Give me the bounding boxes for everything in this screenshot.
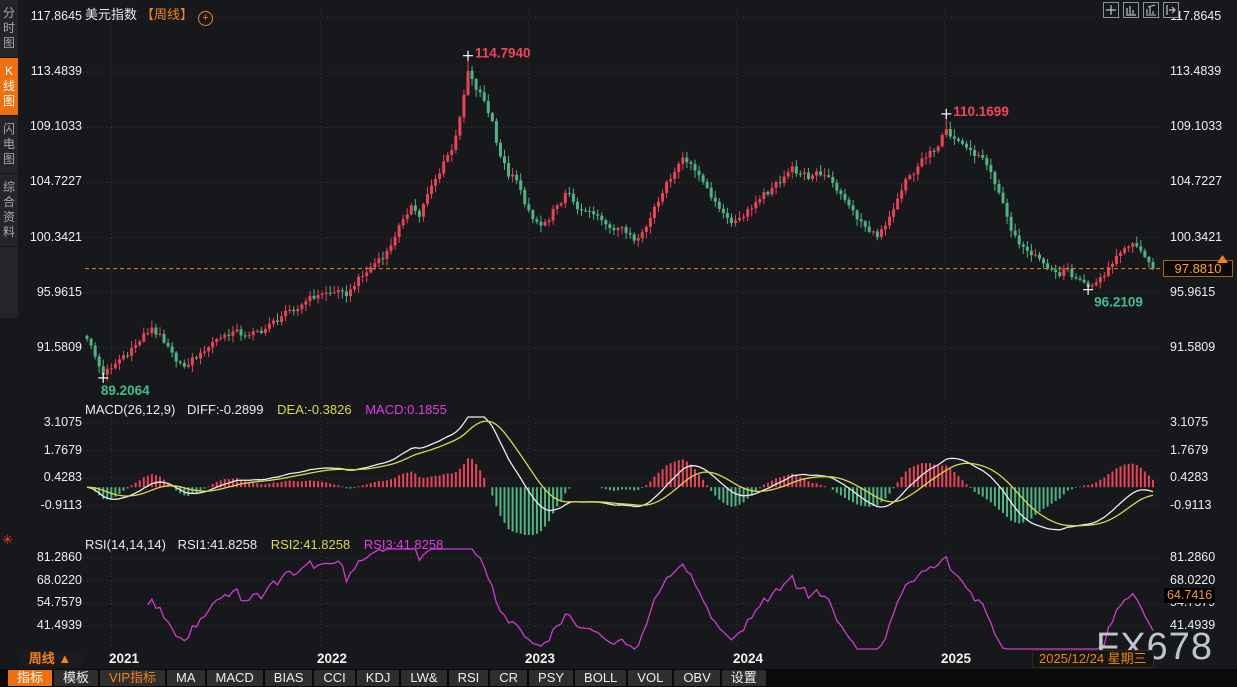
axis-tick-left: -0.9113 — [40, 498, 82, 512]
indicator-toolbar: 指标 模板 VIP指标 MA MACD BIAS CCI KDJ LW& RSI CR PSY BOLL… — [0, 669, 1237, 687]
price-alert-marker-icon[interactable] — [1217, 255, 1228, 263]
panel-indicator-icon[interactable] — [1143, 2, 1159, 18]
toolbar-button-LW&[interactable]: LW& — [401, 670, 447, 686]
axis-tick-right: 1.7679 — [1170, 442, 1209, 457]
toolbar-button-MACD[interactable]: MACD — [206, 670, 263, 686]
toolbar-button-BOLL[interactable]: BOLL — [575, 670, 627, 686]
last-price-tag: 97.8810 — [1163, 260, 1233, 277]
sidebar-item-view[interactable]: 综合资料 — [0, 174, 18, 247]
toolbar-button-CR[interactable]: CR — [490, 670, 528, 686]
axis-tick-left: 0.4283 — [43, 470, 82, 485]
axis-tick-left: 100.3421 — [29, 229, 82, 244]
axis-tick-left: 3.1075 — [43, 415, 82, 429]
panel-candles-icon[interactable] — [1123, 2, 1139, 18]
rsi-right-tag: 64.7416 — [1164, 588, 1216, 603]
macd-bar-value: MACD:0.1855 — [365, 402, 447, 417]
period-selector[interactable]: 周线 ▲ — [18, 650, 82, 667]
axis-tick-left: 104.7227 — [29, 174, 82, 189]
axis-tick-right: 41.4939 — [1170, 618, 1216, 632]
live-record-icon[interactable]: ✳ — [2, 532, 13, 547]
axis-tick-right: 81.2860 — [1170, 550, 1216, 564]
axis-tick-right: 0.4283 — [1170, 470, 1209, 485]
last-candle-date: 2025/12/24 星期三 — [1032, 650, 1154, 668]
axis-tick-left: 54.7579 — [36, 595, 82, 610]
chevron-up-icon: ▲ — [58, 651, 72, 666]
toolbar-button-KDJ[interactable]: KDJ — [356, 670, 400, 686]
axis-tick-right: 104.7227 — [1170, 174, 1223, 189]
axis-tick-left: 117.8645 — [30, 9, 82, 23]
x-axis-year-label: 2023 — [524, 651, 556, 666]
macd-dea-value: DEA:-0.3826 — [277, 402, 352, 417]
instrument-name: 美元指数 — [85, 7, 138, 22]
toolbar-button-PSY[interactable]: PSY — [529, 670, 574, 686]
left-sidebar: 分时图 K线图 闪电图 综合资料 — [0, 0, 18, 318]
toolbar-button-OBV[interactable]: OBV — [674, 670, 720, 686]
x-axis-year-label: 2025 — [940, 651, 972, 666]
axis-tick-left: 68.0220 — [36, 572, 82, 587]
axis-tick-right: 68.0220 — [1170, 572, 1216, 587]
toolbar-button-VIP指标[interactable]: VIP指标 — [100, 670, 165, 686]
toolbar-button-VOL[interactable]: VOL — [628, 670, 673, 686]
top-right-toolbar — [1103, 2, 1179, 18]
axis-tick-left: 1.7679 — [43, 442, 82, 457]
x-axis-year-label: 2022 — [316, 651, 348, 666]
axis-tick-right: 95.9615 — [1170, 284, 1216, 299]
svg-text:114.7940: 114.7940 — [475, 46, 531, 61]
macd-params: MACD(26,12,9) — [85, 402, 176, 417]
sidebar-item-view[interactable]: 分时图 — [0, 0, 18, 58]
toolbar-button-BIAS[interactable]: BIAS — [264, 670, 313, 686]
toolbar-button-指标[interactable]: 指标 — [8, 670, 53, 686]
axis-tick-left: 91.5809 — [36, 339, 82, 354]
svg-text:96.2109: 96.2109 — [1094, 295, 1143, 310]
rsi2-value: RSI2:41.8258 — [270, 537, 351, 552]
toolbar-button-CCI[interactable]: CCI — [314, 670, 355, 686]
macd-diff-value: DIFF:-0.2899 — [186, 402, 264, 417]
period-tag: 【周线】 — [141, 7, 194, 22]
axis-tick-right: 3.1075 — [1170, 415, 1209, 429]
sidebar-item-view[interactable]: 闪电图 — [0, 116, 18, 174]
axis-tick-left: 41.4939 — [36, 618, 82, 632]
chart-title-bar: 美元指数 【周线】 + — [85, 4, 214, 26]
macd-header: MACD(26,12,9) DIFF:-0.2899 DEA:-0.3826 M… — [85, 402, 447, 417]
toolbar-button-模板[interactable]: 模板 — [54, 670, 99, 686]
zoom-plus-icon[interactable]: + — [198, 11, 214, 26]
axis-tick-left: 95.9615 — [36, 284, 82, 299]
axis-tick-left: 109.1033 — [29, 119, 82, 134]
axis-tick-right: -0.9113 — [1170, 498, 1212, 512]
x-axis-year-label: 2024 — [732, 651, 764, 666]
rsi-header: RSI(14,14,14) RSI1:41.8258 RSI2:41.8258 … — [85, 537, 443, 552]
toolbar-button-RSI[interactable]: RSI — [448, 670, 489, 686]
x-axis-year-label: 2021 — [108, 651, 140, 666]
axis-tick-left: 113.4839 — [30, 64, 82, 79]
axis-tick-right: 91.5809 — [1170, 339, 1216, 354]
axis-tick-right: 100.3421 — [1170, 229, 1223, 244]
axis-tick-right: 109.1033 — [1170, 119, 1223, 134]
axis-tick-right: 117.8645 — [1170, 9, 1222, 23]
rsi3-value: RSI3:41.8258 — [363, 537, 444, 552]
svg-text:89.2064: 89.2064 — [101, 383, 150, 398]
shift-right-icon[interactable] — [1163, 2, 1179, 18]
svg-text:110.1699: 110.1699 — [953, 104, 1009, 119]
toolbar-button-MA[interactable]: MA — [167, 670, 205, 686]
toolbar-button-设置[interactable]: 设置 — [721, 670, 766, 686]
period-selector-label: 周线 — [28, 651, 55, 666]
rsi1-value: RSI1:41.8258 — [177, 537, 258, 552]
sidebar-item-kline-active[interactable]: K线图 — [0, 58, 18, 116]
axis-tick-left: 81.2860 — [36, 550, 82, 564]
rsi-params: RSI(14,14,14) — [85, 537, 166, 552]
crosshair-icon[interactable] — [1103, 2, 1119, 18]
axis-tick-right: 113.4839 — [1170, 64, 1222, 79]
